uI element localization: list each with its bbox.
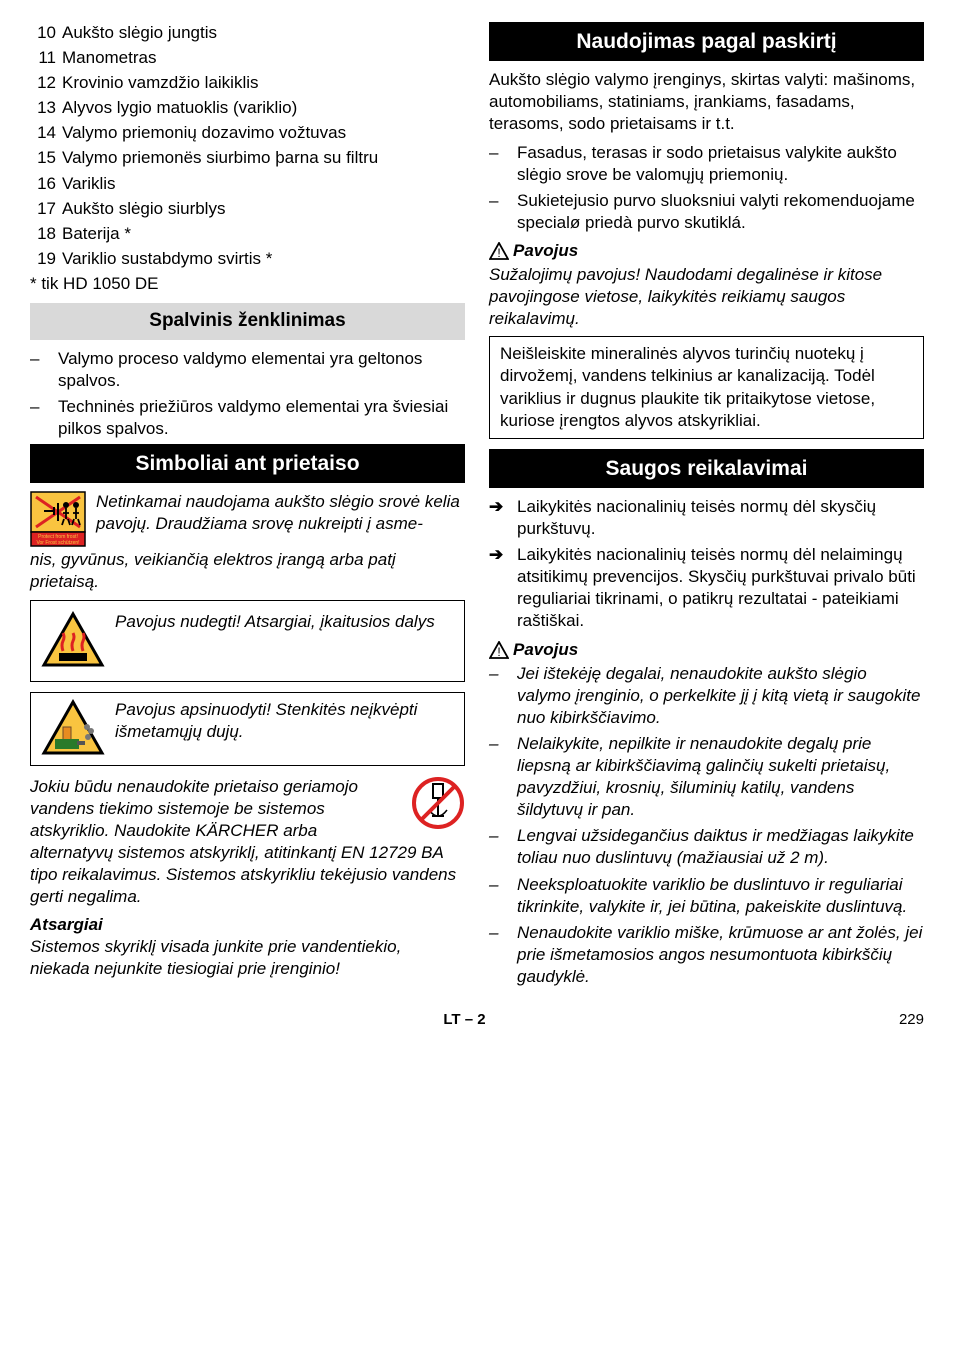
- symbol-hot-text: Pavojus nudegti! Atsargiai, įkaitusios d…: [115, 611, 454, 669]
- list-item: 12Krovinio vamzdžio laikiklis: [30, 72, 465, 94]
- pavojus-label-2: Pavojus: [513, 639, 578, 661]
- list-item: 16Variklis: [30, 173, 465, 195]
- list-item: 17Aukšto slėgio siurblys: [30, 198, 465, 220]
- list-item: 15Valymo priemonës siurbimo þarna su fil…: [30, 147, 465, 169]
- list-item: ➔Laikykitės nacionalinių teisės normų dė…: [489, 544, 924, 632]
- page-footer: LT – 2 229: [30, 1010, 924, 1030]
- list-item: 10Aukšto slėgio jungtis: [30, 22, 465, 44]
- list-item: –Techninės priežiūros valdymo elementai …: [30, 396, 465, 440]
- heading-naudojimas: Naudojimas pagal paskirtį: [489, 22, 924, 61]
- atsargiai-heading: Atsargiai: [30, 914, 465, 936]
- warning-triangle-icon: !: [489, 242, 509, 260]
- list-item: 14Valymo priemonių dozavimo vožtuvas: [30, 122, 465, 144]
- symbol-exhaust-text: Pavojus apsinuodyti! Stenkitės neįkvėpti…: [115, 699, 454, 757]
- atsargiai-text: Sistemos skyriklį visada junkite prie va…: [30, 936, 465, 980]
- symbol-jet-text-cont: nis, gyvūnus, veikiančią elektros įrangą…: [30, 549, 465, 593]
- list-item: –Lengvai užsidegančius daiktus ir medžia…: [489, 825, 924, 869]
- water-separator-paragraph: Jokiu būdu nenaudokite prietaiso geriamo…: [30, 776, 465, 909]
- list-item: ➔Laikykitės nacionalinių teisės normų dė…: [489, 496, 924, 540]
- list-item: –Valymo proceso valdymo elementai yra ge…: [30, 348, 465, 392]
- oil-warning-box: Neišleiskite mineralinės alyvos turinčių…: [489, 336, 924, 438]
- intro-list: –Fasadus, terasas ir sodo prietaisus val…: [489, 142, 924, 234]
- oil-warning-text: Neišleiskite mineralinės alyvos turinčių…: [500, 344, 875, 429]
- jet-warning-icon: Protect from frost! Vor Frost schützen!: [30, 491, 86, 547]
- heading-saugos: Saugos reikalavimai: [489, 449, 924, 488]
- heading-simboliai: Simboliai ant prietaiso: [30, 444, 465, 483]
- intro-text: Aukšto slėgio valymo įrenginys, skirtas …: [489, 69, 924, 135]
- arrow-list: ➔Laikykitės nacionalinių teisės normų dė…: [489, 496, 924, 633]
- footer-page-number: 229: [899, 1010, 924, 1030]
- symbol-row-jet: Protect from frost! Vor Frost schützen! …: [30, 491, 465, 547]
- list-item: 13Alyvos lygio matuoklis (variklio): [30, 97, 465, 119]
- backflow-icon: [411, 776, 465, 830]
- hot-surface-icon: [41, 611, 105, 669]
- list-item: 19Variklio sustabdymo svirtis *: [30, 248, 465, 270]
- footnote: * tik HD 1050 DE: [30, 273, 465, 295]
- svg-text:!: !: [497, 645, 500, 659]
- svg-text:!: !: [497, 246, 500, 260]
- pavojus-label-1: Pavojus: [513, 240, 578, 262]
- list-item: 18Baterija *: [30, 223, 465, 245]
- heading-spalvinis: Spalvinis ženklinimas: [30, 303, 465, 340]
- exhaust-icon: [41, 699, 105, 757]
- symbol-box-exhaust: Pavojus apsinuodyti! Stenkitės neįkvėpti…: [30, 692, 465, 766]
- warning-triangle-icon: !: [489, 641, 509, 659]
- pavojus-text-1: Sužalojimų pavojus! Naudodami degalinėse…: [489, 264, 924, 330]
- svg-text:Vor Frost schützen!: Vor Frost schützen!: [36, 540, 79, 546]
- list-item: 11Manometras: [30, 47, 465, 69]
- list-item: –Nenaudokite variklio miške, krūmuose ar…: [489, 922, 924, 988]
- numbered-list: 10Aukšto slėgio jungtis 11Manometras 12Kro…: [30, 22, 465, 270]
- list-item: –Fasadus, terasas ir sodo prietaisus val…: [489, 142, 924, 186]
- pavojus-heading-2: ! Pavojus: [489, 639, 924, 661]
- symbol-jet-text: Netinkamai naudojama aukšto slėgio srovė…: [96, 491, 465, 547]
- pavojus-list-2: –Jei ištekėję degalai, nenaudokite aukšt…: [489, 663, 924, 988]
- list-item: –Nelaikykite, nepilkite ir nenaudokite d…: [489, 733, 924, 821]
- list-item: –Jei ištekėję degalai, nenaudokite aukšt…: [489, 663, 924, 729]
- list-item: –Neeksploatuokite variklio be duslintuvo…: [489, 874, 924, 918]
- list-item: –Sukietejusio purvo sluoksniui valyti re…: [489, 190, 924, 234]
- color-coding-list: –Valymo proceso valdymo elementai yra ge…: [30, 348, 465, 440]
- pavojus-heading-1: ! Pavojus: [489, 240, 924, 262]
- footer-center: LT – 2: [443, 1010, 485, 1030]
- symbol-box-hot: Pavojus nudegti! Atsargiai, įkaitusios d…: [30, 600, 465, 682]
- water-sep-text: Jokiu būdu nenaudokite prietaiso geriamo…: [30, 776, 465, 909]
